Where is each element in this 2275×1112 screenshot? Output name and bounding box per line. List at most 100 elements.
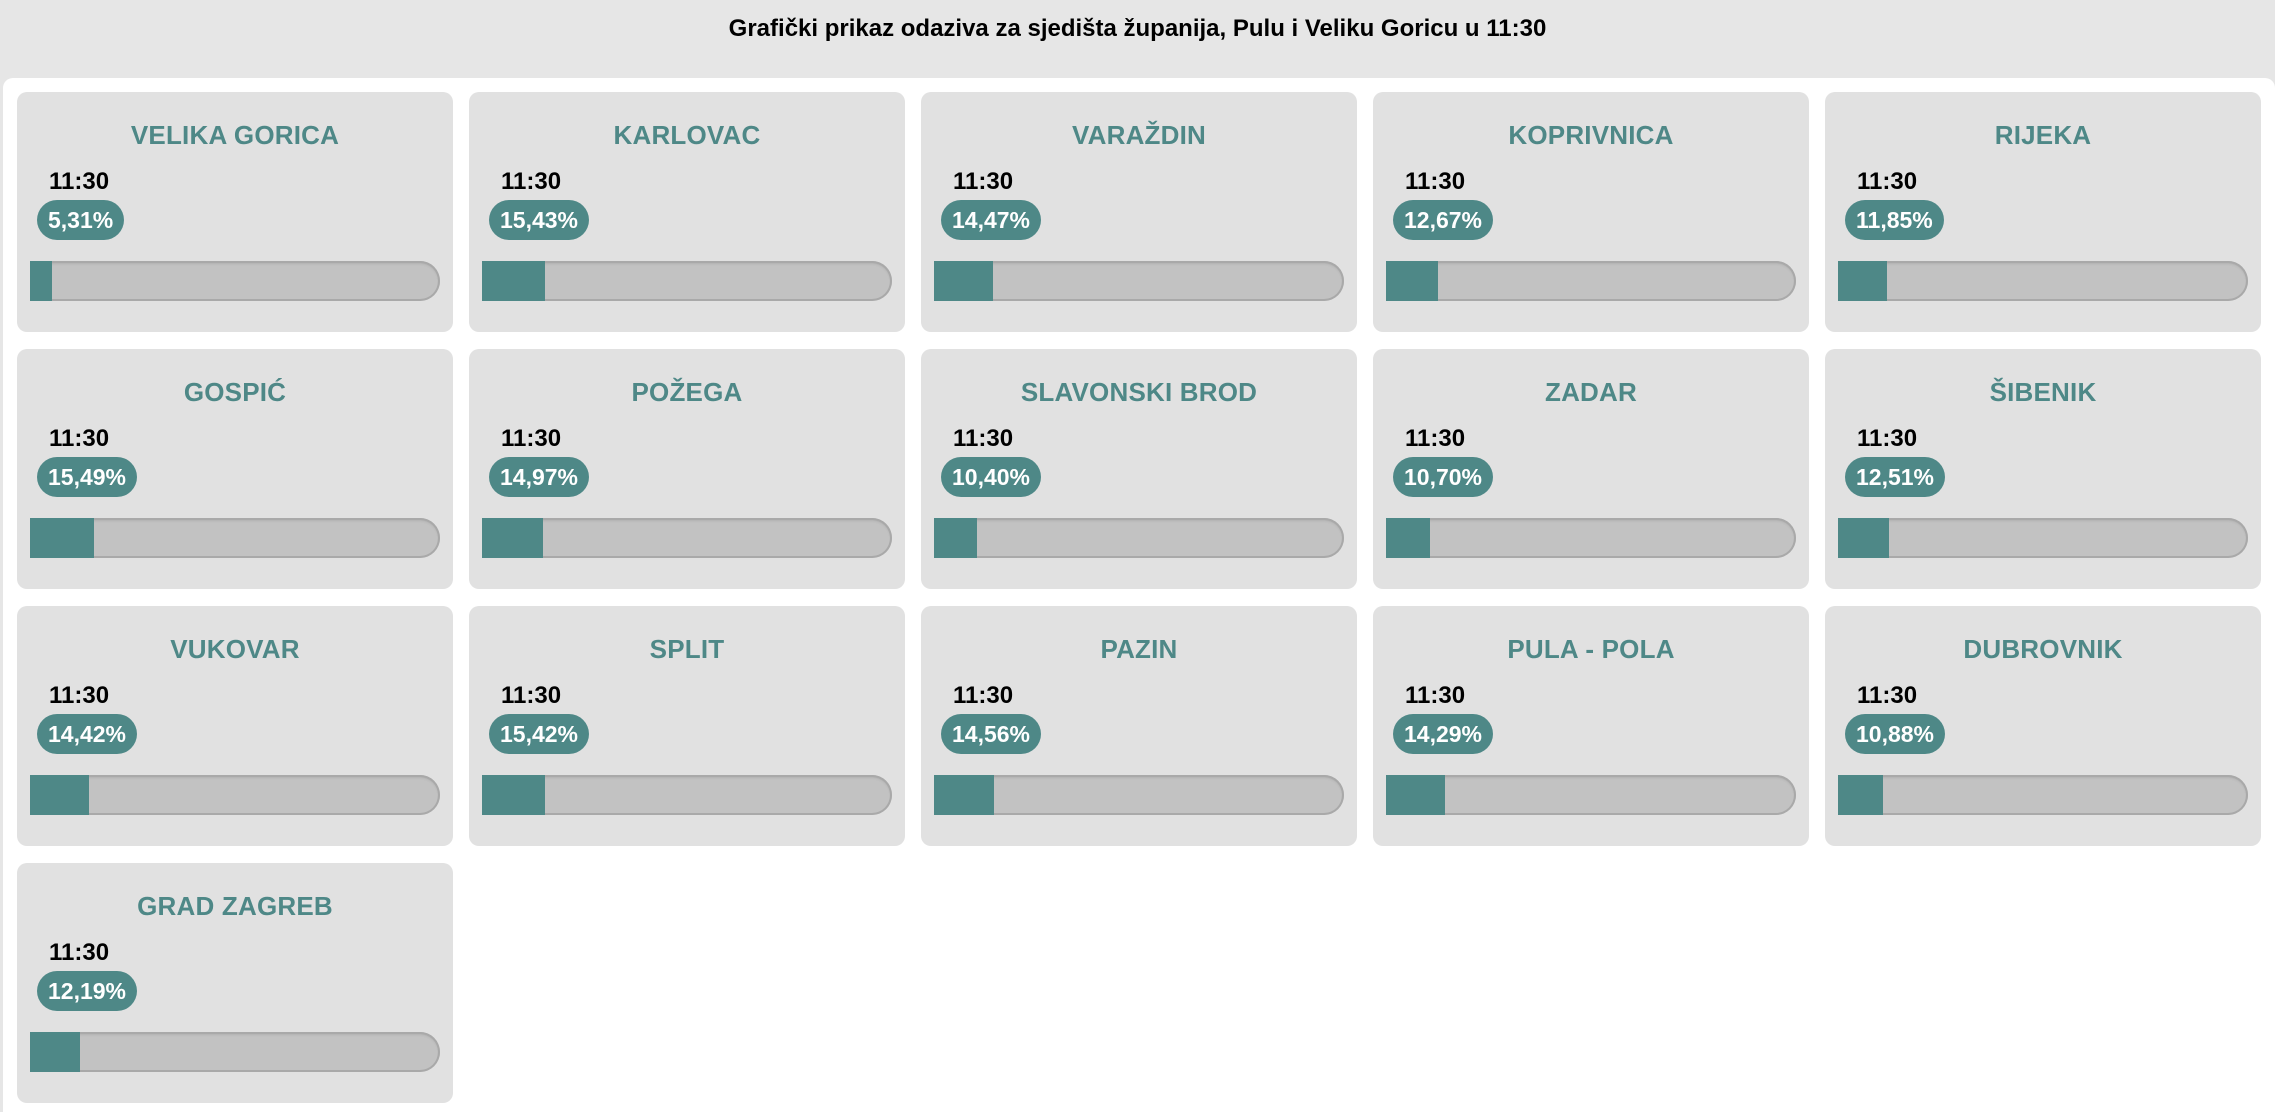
city-name: KOPRIVNICA: [1508, 120, 1674, 150]
results-panel: VELIKA GORICA 11:30 5,31% KARLOVAC 11:30…: [3, 78, 2275, 1112]
time-label: 11:30: [49, 168, 110, 195]
turnout-badge: 15,43%: [489, 200, 590, 240]
turnout-badge: 14,42%: [37, 714, 138, 754]
turnout-badge: 10,70%: [1393, 457, 1494, 497]
turnout-progress-fill: [1838, 518, 1890, 558]
city-card: KOPRIVNICA 11:30 12,67%: [1373, 92, 1809, 332]
turnout-badge: 14,56%: [941, 714, 1042, 754]
city-card: GOSPIĆ 11:30 15,49%: [17, 349, 453, 589]
city-name: KARLOVAC: [613, 120, 761, 150]
time-label: 11:30: [1857, 425, 1918, 452]
city-card: ŠIBENIK 11:30 12,51%: [1825, 349, 2261, 589]
city-name: PULA - POLA: [1507, 634, 1675, 664]
turnout-badge: 14,97%: [489, 457, 590, 497]
city-card: SPLIT 11:30 15,42%: [469, 606, 905, 846]
turnout-progress-fill: [30, 1032, 80, 1072]
turnout-progress-fill: [934, 518, 977, 558]
turnout-badge: 10,40%: [941, 457, 1042, 497]
turnout-progress-fill: [1838, 261, 1887, 301]
city-card: DUBROVNIK 11:30 10,88%: [1825, 606, 2261, 846]
city-card: SLAVONSKI BROD 11:30 10,40%: [921, 349, 1357, 589]
time-label: 11:30: [953, 168, 1014, 195]
time-label: 11:30: [953, 425, 1014, 452]
city-name: SLAVONSKI BROD: [1020, 377, 1258, 407]
city-card: KARLOVAC 11:30 15,43%: [469, 92, 905, 332]
turnout-progress-bar: [934, 261, 1344, 301]
city-name: VARAŽDIN: [1072, 120, 1206, 150]
turnout-progress-fill: [30, 775, 90, 815]
turnout-progress-fill: [1838, 775, 1883, 815]
turnout-badge: 14,29%: [1393, 714, 1494, 754]
city-card: PAZIN 11:30 14,56%: [921, 606, 1357, 846]
city-card: VARAŽDIN 11:30 14,47%: [921, 92, 1357, 332]
turnout-badge: 10,88%: [1845, 714, 1946, 754]
time-label: 11:30: [953, 682, 1014, 709]
turnout-badge: 12,19%: [37, 971, 138, 1011]
time-label: 11:30: [1857, 682, 1918, 709]
time-label: 11:30: [501, 682, 562, 709]
turnout-progress-fill: [1386, 775, 1445, 815]
city-card: RIJEKA 11:30 11,85%: [1825, 92, 2261, 332]
turnout-progress-fill: [30, 518, 94, 558]
time-label: 11:30: [501, 168, 562, 195]
turnout-progress-bar: [1386, 775, 1796, 815]
city-card: POŽEGA 11:30 14,97%: [469, 349, 905, 589]
city-name: PAZIN: [1100, 634, 1178, 664]
city-card: GRAD ZAGREB 11:30 12,19%: [17, 863, 453, 1103]
turnout-progress-bar: [934, 775, 1344, 815]
turnout-badge: 11,85%: [1845, 200, 1944, 240]
turnout-progress-bar: [482, 518, 892, 558]
city-card: ZADAR 11:30 10,70%: [1373, 349, 1809, 589]
city-name: SPLIT: [649, 634, 725, 664]
page-title: Grafički prikaz odaziva za sjedišta župa…: [728, 15, 1547, 42]
turnout-progress-bar: [1838, 775, 2248, 815]
turnout-progress-bar: [30, 261, 440, 301]
time-label: 11:30: [49, 425, 110, 452]
time-label: 11:30: [49, 939, 110, 966]
turnout-progress-fill: [30, 261, 52, 301]
city-card: PULA - POLA 11:30 14,29%: [1373, 606, 1809, 846]
turnout-progress-bar: [482, 261, 892, 301]
city-name: VUKOVAR: [170, 634, 300, 664]
turnout-progress-fill: [934, 775, 994, 815]
turnout-badge: 12,67%: [1393, 200, 1494, 240]
turnout-progress-fill: [1386, 261, 1438, 301]
turnout-progress-bar: [30, 775, 440, 815]
city-name: GOSPIĆ: [183, 377, 287, 407]
turnout-progress-fill: [934, 261, 994, 301]
page-header: Grafički prikaz odaziva za sjedišta župa…: [0, 0, 2275, 78]
turnout-progress-bar: [1838, 518, 2248, 558]
city-name: ZADAR: [1545, 377, 1637, 407]
turnout-badge: 12,51%: [1845, 457, 1946, 497]
turnout-progress-bar: [1838, 261, 2248, 301]
city-name: ŠIBENIK: [1989, 377, 2097, 407]
city-grid: VELIKA GORICA 11:30 5,31% KARLOVAC 11:30…: [17, 92, 2261, 1103]
turnout-badge: 15,49%: [37, 457, 138, 497]
turnout-progress-bar: [30, 518, 440, 558]
city-name: DUBROVNIK: [1963, 634, 2123, 664]
turnout-progress-fill: [1386, 518, 1430, 558]
turnout-badge: 5,31%: [37, 200, 125, 240]
turnout-progress-bar: [482, 775, 892, 815]
city-card: VELIKA GORICA 11:30 5,31%: [17, 92, 453, 332]
time-label: 11:30: [1405, 425, 1466, 452]
turnout-progress-bar: [934, 518, 1344, 558]
city-name: GRAD ZAGREB: [137, 891, 333, 921]
turnout-progress-bar: [1386, 261, 1796, 301]
time-label: 11:30: [1857, 168, 1918, 195]
turnout-badge: 14,47%: [941, 200, 1042, 240]
turnout-progress-bar: [1386, 518, 1796, 558]
city-card: VUKOVAR 11:30 14,42%: [17, 606, 453, 846]
time-label: 11:30: [501, 425, 562, 452]
city-name: POŽEGA: [631, 377, 743, 407]
turnout-badge: 15,42%: [489, 714, 590, 754]
city-name: RIJEKA: [1994, 120, 2092, 150]
city-name: VELIKA GORICA: [130, 120, 340, 150]
turnout-progress-fill: [482, 518, 544, 558]
time-label: 11:30: [1405, 682, 1466, 709]
turnout-progress-fill: [482, 261, 546, 301]
turnout-progress-fill: [482, 775, 546, 815]
time-label: 11:30: [1405, 168, 1466, 195]
time-label: 11:30: [49, 682, 110, 709]
turnout-progress-bar: [30, 1032, 440, 1072]
